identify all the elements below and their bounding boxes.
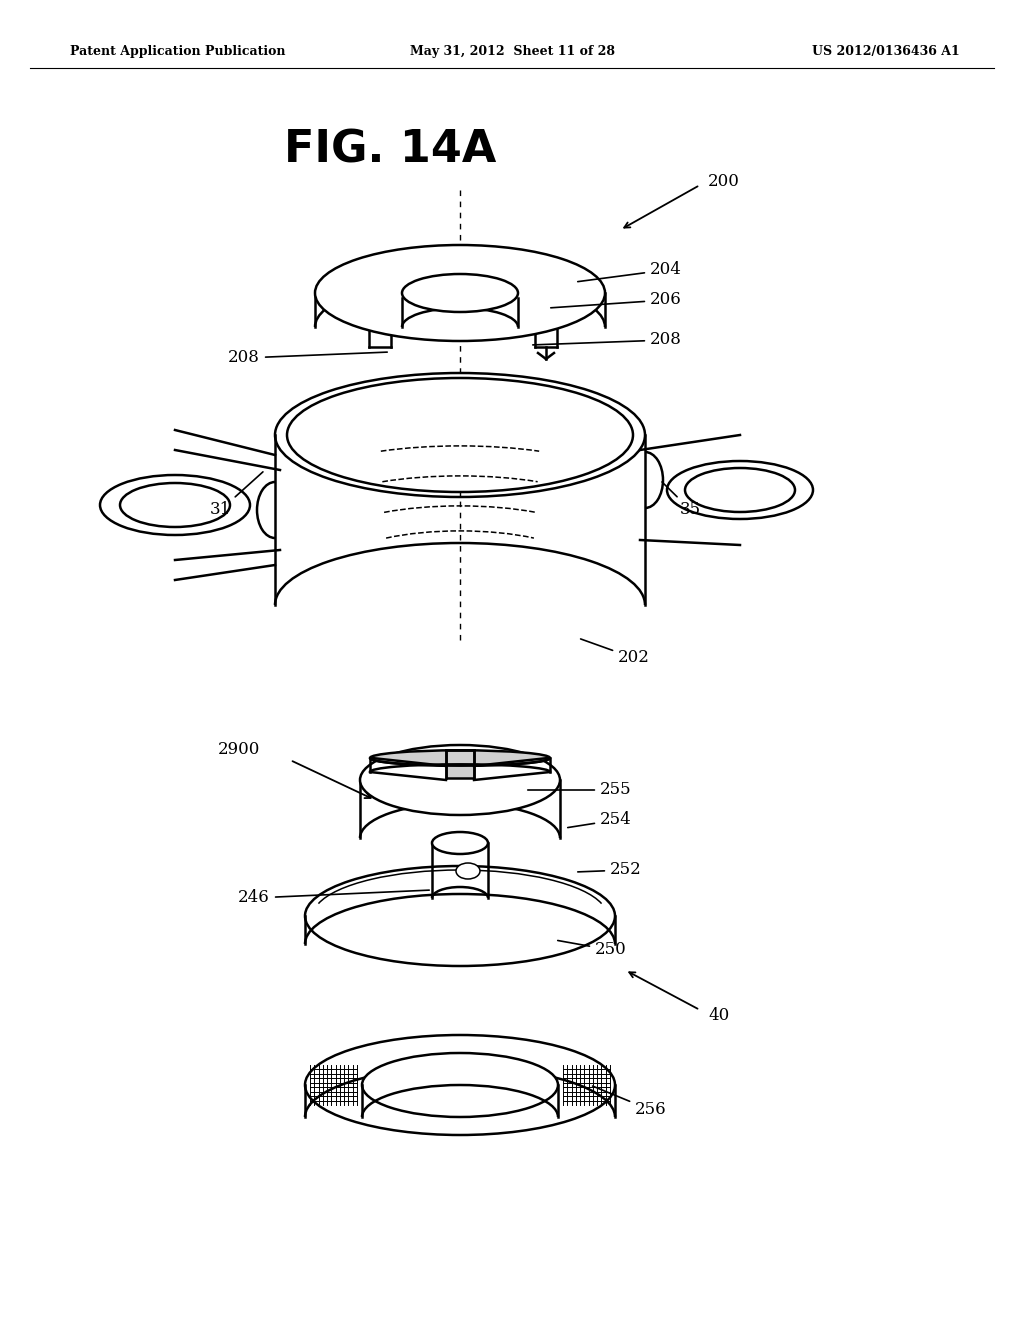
Text: 246: 246 — [239, 890, 429, 907]
Text: 250: 250 — [558, 940, 627, 958]
Ellipse shape — [432, 832, 488, 854]
Ellipse shape — [305, 1035, 615, 1135]
Text: FIG. 14A: FIG. 14A — [284, 128, 497, 172]
Ellipse shape — [100, 475, 250, 535]
Ellipse shape — [456, 863, 480, 879]
Text: 204: 204 — [578, 261, 682, 281]
Ellipse shape — [685, 469, 795, 512]
Ellipse shape — [402, 275, 518, 312]
Ellipse shape — [315, 246, 605, 341]
Text: 256: 256 — [593, 1086, 667, 1118]
Text: 40: 40 — [708, 1006, 729, 1023]
Text: 200: 200 — [708, 173, 740, 190]
Ellipse shape — [275, 374, 645, 498]
Ellipse shape — [667, 461, 813, 519]
Text: 2900: 2900 — [218, 742, 260, 759]
Ellipse shape — [120, 483, 230, 527]
Ellipse shape — [287, 378, 633, 492]
Ellipse shape — [362, 1053, 558, 1117]
Text: 208: 208 — [532, 331, 682, 348]
Text: 252: 252 — [578, 862, 642, 879]
Text: 208: 208 — [228, 350, 387, 367]
Text: 206: 206 — [551, 292, 682, 309]
Text: US 2012/0136436 A1: US 2012/0136436 A1 — [812, 45, 961, 58]
Text: Patent Application Publication: Patent Application Publication — [70, 45, 286, 58]
Text: 202: 202 — [581, 639, 650, 667]
Text: 31: 31 — [210, 471, 263, 519]
Ellipse shape — [305, 866, 615, 966]
Text: 35: 35 — [662, 482, 701, 519]
Text: May 31, 2012  Sheet 11 of 28: May 31, 2012 Sheet 11 of 28 — [410, 45, 614, 58]
Text: 254: 254 — [567, 812, 632, 829]
Ellipse shape — [360, 744, 560, 814]
Polygon shape — [446, 750, 474, 777]
Ellipse shape — [370, 750, 550, 766]
Text: 255: 255 — [527, 781, 632, 799]
